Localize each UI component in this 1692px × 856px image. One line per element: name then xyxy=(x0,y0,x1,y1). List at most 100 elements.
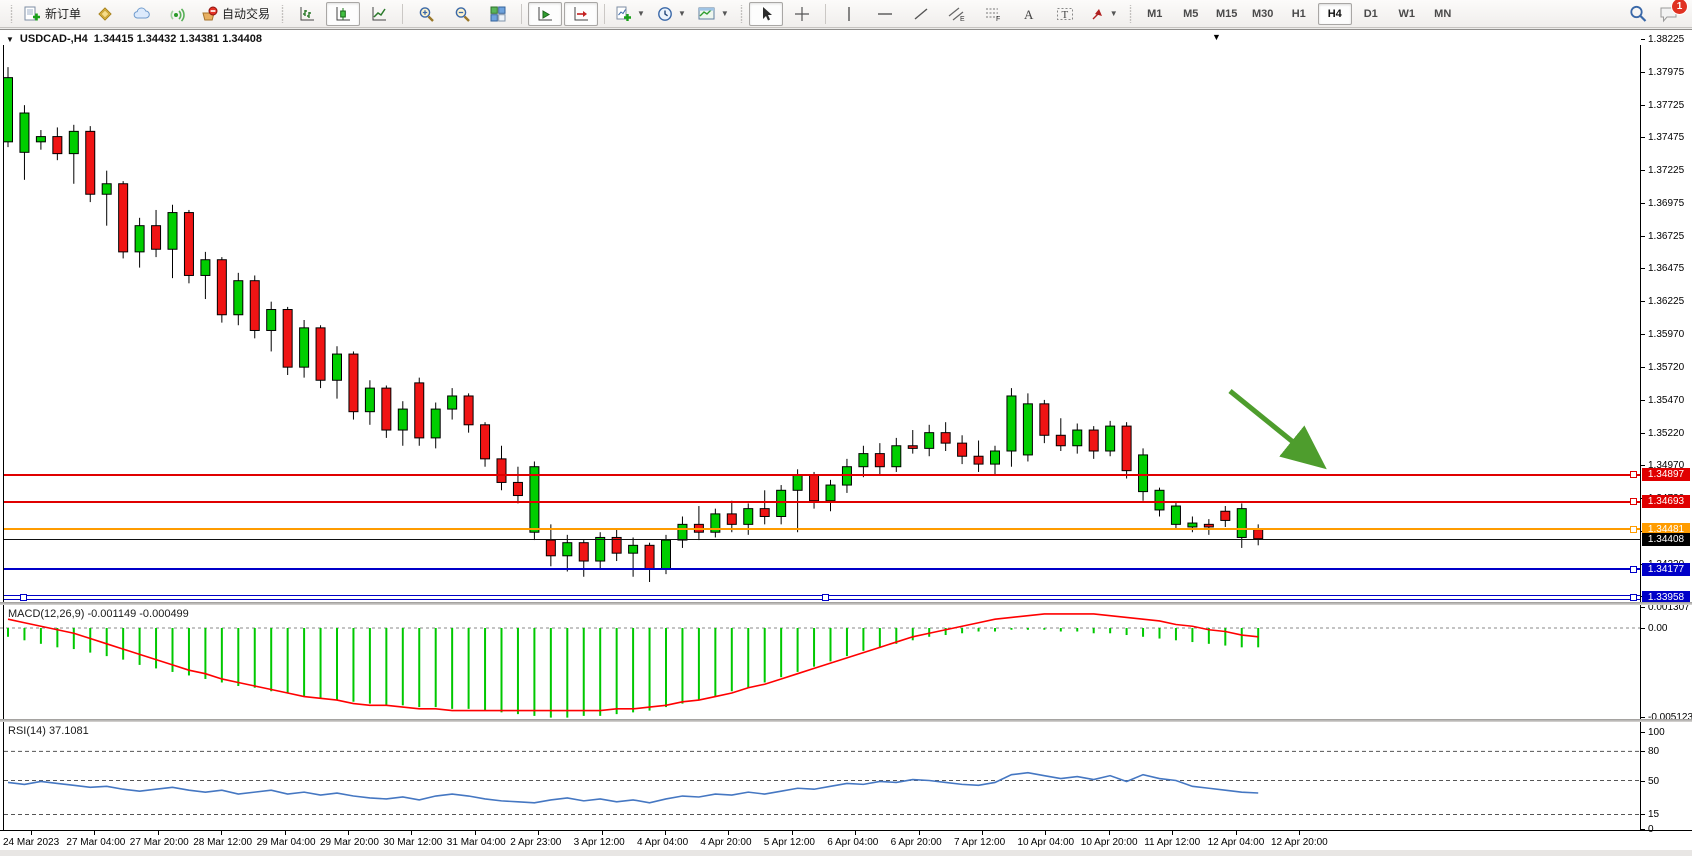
line-chart-mode-button[interactable] xyxy=(362,2,396,26)
vertical-line-tool-button[interactable] xyxy=(832,2,866,26)
bar-chart-mode-button[interactable] xyxy=(290,2,324,26)
search-icon[interactable] xyxy=(1628,4,1648,23)
timeframe-button-D1[interactable]: D1 xyxy=(1363,7,1378,20)
tile-windows-icon xyxy=(490,6,506,22)
horizontal-line-tool-button[interactable] xyxy=(868,2,902,26)
line-anchor[interactable] xyxy=(20,594,27,602)
candle-body xyxy=(562,542,573,557)
toolbar-grip[interactable] xyxy=(738,4,744,23)
candle-body xyxy=(1187,522,1198,528)
line-anchor[interactable] xyxy=(1630,565,1637,573)
candlestick-mode-button[interactable] xyxy=(326,1,361,26)
cursor-tool-button[interactable] xyxy=(748,1,783,26)
candle-body xyxy=(512,481,523,497)
rsi-plot[interactable] xyxy=(0,722,1640,831)
bid-price-line xyxy=(4,539,1640,541)
macd-axis-label: 0.00 xyxy=(1648,623,1668,634)
toolbar-grip[interactable] xyxy=(9,4,14,23)
horizontal-line[interactable] xyxy=(4,568,1640,571)
time-tick xyxy=(1045,831,1047,835)
macd-indicator-label: MACD(12,26,9) -0.001149 -0.000499 xyxy=(8,608,189,620)
timeframe-button-H1[interactable]: H1 xyxy=(1291,7,1306,20)
trendline-tool-button[interactable] xyxy=(904,2,938,26)
candle-body xyxy=(332,353,342,381)
line-anchor[interactable] xyxy=(1630,471,1637,479)
indicators-button[interactable]: ▼ xyxy=(611,2,650,26)
notifications-button[interactable]: 1 xyxy=(1658,0,1688,23)
chart-collapse-icon[interactable]: ▼ xyxy=(6,34,14,44)
timeframe-toolbar: M1 M5 M15 M30 H1 H4 D1 W1 MN xyxy=(1138,2,1460,25)
dropdown-caret-icon: ▼ xyxy=(637,9,645,18)
chart-title: ▼ USDCAD-,H4 1.34415 1.34432 1.34381 1.3… xyxy=(6,32,262,46)
zoom-in-button[interactable] xyxy=(409,2,443,26)
timeframe-button-M5[interactable]: M5 xyxy=(1183,7,1199,20)
chart-symbol-timeframe: USDCAD-,H4 xyxy=(19,33,88,45)
text-tool-button[interactable]: A xyxy=(1012,2,1046,26)
zoom-out-button[interactable] xyxy=(445,2,479,26)
price-tick xyxy=(1641,399,1645,401)
channel-tool-button[interactable]: E xyxy=(940,2,974,26)
new-order-button[interactable]: 新订单 xyxy=(19,2,86,26)
horizontal-line[interactable] xyxy=(4,500,1640,503)
candle-body xyxy=(216,259,227,316)
cloud-icon xyxy=(133,6,150,22)
price-tick-label: 1.35720 xyxy=(1648,362,1685,374)
line-anchor[interactable] xyxy=(822,594,829,602)
market-watch-button[interactable] xyxy=(88,2,122,26)
horizontal-line[interactable] xyxy=(4,528,1640,531)
toolbar-grip[interactable] xyxy=(280,4,286,23)
auto-scroll-button[interactable] xyxy=(528,1,563,26)
timeframe-button-M1[interactable]: M1 xyxy=(1147,7,1163,20)
time-tick xyxy=(94,831,96,835)
candle-body xyxy=(167,212,178,250)
candle-body xyxy=(1105,425,1116,452)
line-anchor[interactable] xyxy=(1630,594,1637,602)
templates-button[interactable]: ▼ xyxy=(693,2,734,26)
pane-splitter-rsi[interactable] xyxy=(0,719,1692,722)
timeframe-button-H4[interactable]: H4 xyxy=(1317,2,1352,25)
arrows-tool-button[interactable]: ▼ xyxy=(1084,2,1123,26)
fibonacci-tool-button[interactable]: F xyxy=(976,2,1010,26)
line-anchor[interactable] xyxy=(1630,498,1637,506)
time-tick xyxy=(538,831,540,835)
timeframe-button-M30[interactable]: M30 xyxy=(1252,7,1274,20)
candlestick-plot[interactable] xyxy=(0,30,1640,605)
timeframe-button-M15[interactable]: M15 xyxy=(1216,7,1238,20)
time-axis-label: 11 Apr 12:00 xyxy=(1144,837,1201,848)
cloud-sync-button[interactable] xyxy=(124,2,158,26)
pane-splitter-macd[interactable] xyxy=(0,602,1692,605)
macd-plot[interactable] xyxy=(0,605,1640,719)
clock-icon xyxy=(657,6,673,22)
chart-shift-marker-icon[interactable]: ▼ xyxy=(1212,32,1221,42)
chart-shift-button[interactable] xyxy=(564,1,599,26)
price-tick-label: 1.36475 xyxy=(1648,263,1685,275)
crosshair-tool-button[interactable] xyxy=(785,2,819,26)
rsi-axis-label: 0 xyxy=(1648,824,1654,835)
line-anchor[interactable] xyxy=(1630,525,1637,533)
auto-trading-button[interactable]: 自动交易 xyxy=(196,2,275,26)
candle-body xyxy=(282,309,293,368)
price-tick-label: 1.36725 xyxy=(1648,230,1685,242)
candle-body xyxy=(414,382,425,439)
text-label-tool-button[interactable]: T xyxy=(1048,2,1082,26)
periods-button[interactable]: ▼ xyxy=(652,2,691,26)
horizontal-line[interactable] xyxy=(4,473,1640,476)
candle-body xyxy=(118,183,129,253)
toolbar-grip[interactable] xyxy=(1127,4,1133,23)
tile-windows-button[interactable] xyxy=(481,2,515,26)
candle-body xyxy=(924,432,935,449)
timeframe-button-W1[interactable]: W1 xyxy=(1398,7,1415,20)
candle-body xyxy=(233,280,244,316)
time-axis-border xyxy=(0,830,1692,831)
new-order-label: 新订单 xyxy=(45,7,82,21)
candle-body xyxy=(68,130,79,155)
time-axis-label: 5 Apr 12:00 xyxy=(763,837,815,848)
window-bottom-edge xyxy=(0,850,1692,856)
timeframe-button-MN[interactable]: MN xyxy=(1434,7,1452,20)
time-axis-label: 6 Apr 20:00 xyxy=(890,837,942,848)
chart-window[interactable]: ▼ USDCAD-,H4 1.34415 1.34432 1.34381 1.3… xyxy=(0,29,1692,856)
candle-body xyxy=(743,508,754,525)
signals-button[interactable] xyxy=(160,2,194,26)
text-icon: A xyxy=(1022,6,1035,22)
trend-arrow-annotation[interactable] xyxy=(1228,389,1327,470)
